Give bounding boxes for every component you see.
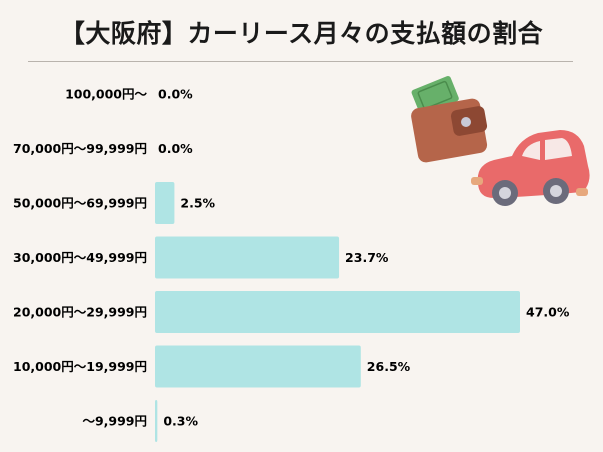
value-label: 0.3% [163,414,198,429]
bar [155,182,175,224]
title-divider [28,61,573,62]
bar [155,291,520,333]
value-label: 26.5% [367,359,411,374]
value-label: 0.0% [158,87,193,102]
category-label: 100,000円〜 [65,87,147,102]
category-label: 10,000円〜19,999円 [13,359,147,374]
value-label: 0.0% [158,141,193,156]
bar [155,345,361,388]
value-label: 2.5% [180,196,215,211]
bar [155,400,158,442]
category-label: 70,000円〜99,999円 [13,141,147,156]
wallet-icon [411,75,488,163]
value-label: 47.0% [526,305,570,320]
value-label: 23.7% [345,250,389,265]
category-label: 20,000円〜29,999円 [13,305,147,320]
chart-title: 【大阪府】カーリース月々の支払額の割合 [59,19,544,48]
bar [155,236,340,279]
category-label: 30,000円〜49,999円 [13,250,147,265]
category-label: 〜9,999円 [82,414,147,429]
category-label: 50,000円〜69,999円 [13,196,147,211]
car-icon [471,130,590,206]
